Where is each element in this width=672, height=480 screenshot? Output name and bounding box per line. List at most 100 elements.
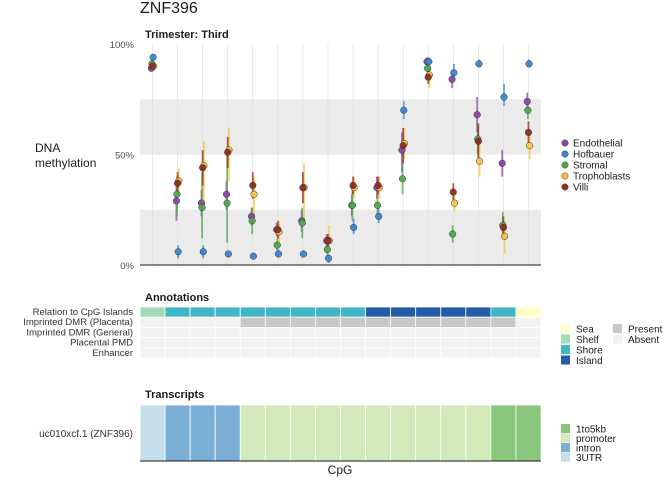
data-point [198, 203, 206, 212]
transcripts-panel-subtitle: Transcripts [145, 389, 204, 401]
annotation-row-label: Enhancer [92, 348, 133, 359]
annotation-cell [515, 306, 542, 318]
annotation-cell [315, 316, 341, 328]
transcript-cell [515, 404, 542, 462]
legend-swatch-shore [561, 345, 570, 354]
methylation-panel-subtitle: Trimester: Third [145, 29, 229, 41]
legend-swatch-island [561, 355, 570, 365]
annotation-row-label: Placental PMD [70, 338, 133, 349]
data-point [375, 212, 383, 220]
data-point [400, 106, 408, 114]
legend-label-3utr: 3UTR [576, 453, 602, 464]
legend-swatch-1to5kb [561, 424, 570, 433]
legend-swatch-sea [561, 324, 570, 333]
annotation-cell [139, 306, 166, 318]
data-point [373, 201, 382, 209]
data-point [526, 142, 534, 150]
annotation-cell [189, 306, 216, 318]
annotation-cell [264, 347, 291, 359]
annotation-cell [164, 337, 191, 349]
data-point [222, 190, 231, 198]
data-point [199, 164, 207, 172]
annotation-cell [390, 326, 417, 338]
annotation-cell [390, 316, 417, 328]
annotation-cell [264, 326, 291, 338]
annotation-cell [390, 306, 417, 318]
points-villi [148, 62, 533, 245]
data-point [249, 181, 257, 189]
transcript-cell [239, 404, 266, 462]
legend-swatch-absent [613, 334, 622, 344]
y-axis-label-line1: DNA [35, 141, 60, 155]
legend-swatch-stromal [561, 161, 569, 169]
data-point [501, 232, 509, 240]
annotation-cell [490, 337, 517, 349]
transcript-cell [139, 404, 166, 462]
annotation-cell [415, 326, 442, 338]
annotation-cell [490, 326, 517, 338]
annotation-cell [440, 326, 467, 338]
shaded-band-0 [140, 209, 541, 265]
annotation-cell [465, 326, 492, 338]
data-point [424, 64, 432, 72]
annotation-cell [289, 306, 316, 318]
annotation-cell [239, 316, 266, 328]
data-point [450, 199, 459, 207]
legend-label-absent: Absent [628, 335, 659, 346]
annotation-cell [139, 337, 166, 349]
data-point [148, 62, 157, 70]
annotation-cell [239, 306, 266, 318]
annotations-panel-subtitle: Annotations [145, 292, 209, 304]
annotation-cell [465, 337, 492, 349]
annotation-cell [139, 326, 166, 338]
annotation-row-label: Relation to CpG Islands [33, 307, 134, 318]
data-point [298, 219, 306, 227]
data-point [500, 93, 508, 101]
annotation-cell [289, 337, 316, 349]
annotation-cell [289, 316, 316, 328]
data-point [349, 181, 357, 189]
legend-swatch-villi [561, 183, 569, 191]
y-tick-label: 0% [120, 261, 134, 272]
y-axis-label-line2: methylation [35, 156, 96, 170]
annotation-cell [264, 306, 291, 318]
figure-title: ZNF396 [140, 0, 198, 17]
legend-label-shore: Shore [576, 346, 603, 357]
data-point [299, 184, 307, 192]
annotation-cell [365, 316, 392, 328]
annotation-cell [315, 326, 341, 338]
data-point [323, 245, 331, 254]
transcript-cell [490, 404, 517, 462]
transcript-cell [189, 404, 216, 462]
legend-label-sea: Sea [576, 325, 594, 336]
legend-label-endothelial: Endothelial [573, 139, 622, 150]
data-point [399, 142, 407, 150]
transcript-cell [164, 404, 191, 462]
transcript-cell [415, 404, 442, 462]
transcript-cell [264, 404, 291, 462]
annotation-cell [264, 337, 291, 349]
points-stromal [148, 60, 532, 254]
data-point [172, 197, 180, 205]
transcript-cell [465, 404, 492, 462]
annotation-cell [214, 306, 241, 318]
transcripts-panel [139, 404, 542, 462]
annotation-cell [239, 337, 266, 349]
data-point [399, 175, 407, 183]
legend-label-island: Island [576, 356, 603, 367]
annotation-cell [465, 316, 492, 328]
data-point [273, 241, 281, 249]
annotation-cell [365, 337, 392, 349]
annotation-cell [189, 316, 216, 328]
annotation-cell [415, 316, 442, 328]
annotation-cell [415, 337, 442, 349]
annotation-cell [415, 306, 442, 318]
annotation-cell [164, 347, 191, 359]
annotation-cell [340, 326, 366, 338]
annotation-cell [164, 326, 191, 338]
data-point [324, 237, 332, 245]
transcript-cell [340, 404, 366, 462]
data-point [473, 111, 481, 119]
